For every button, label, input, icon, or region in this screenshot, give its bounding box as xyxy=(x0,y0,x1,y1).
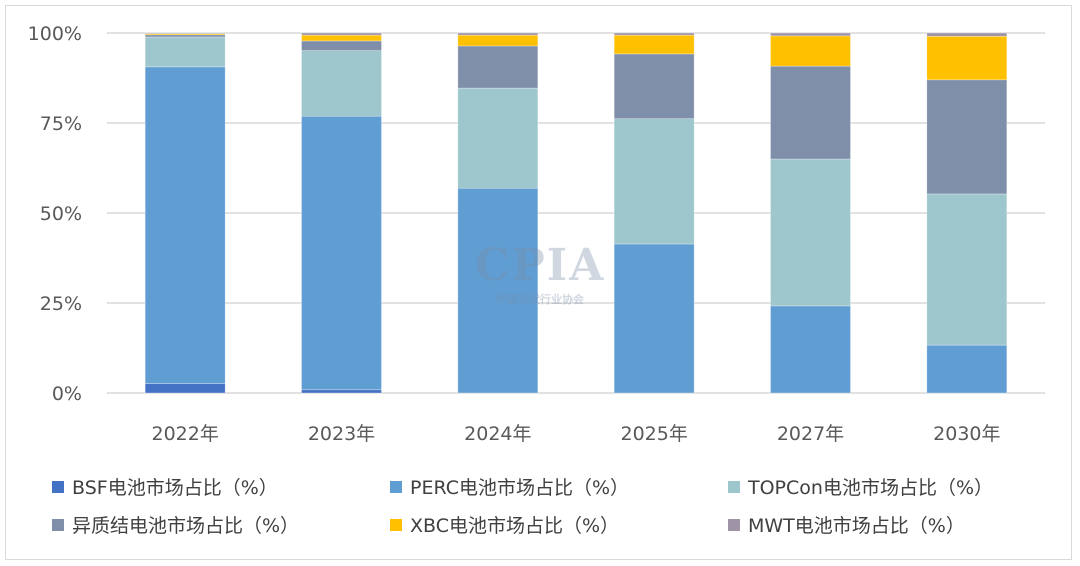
bar-segment xyxy=(144,36,226,68)
bar-segment xyxy=(770,35,851,67)
legend-item: PERC电池市场占比（%） xyxy=(390,473,629,500)
legend-item: TOPCon电池市场占比（%） xyxy=(728,473,993,500)
legend-swatch xyxy=(52,480,64,493)
bar-segment xyxy=(926,344,1008,394)
bar-segment xyxy=(301,389,382,394)
legend-swatch xyxy=(390,480,402,493)
y-tick-label: 50% xyxy=(40,203,82,225)
x-tick-label: 2030年 xyxy=(933,423,1000,445)
bar-segment xyxy=(144,32,226,35)
legend-swatch xyxy=(390,518,402,531)
bar-segment xyxy=(770,305,851,394)
legend-swatch xyxy=(728,480,740,493)
bar-segment xyxy=(301,115,382,391)
bar-segment xyxy=(613,34,695,55)
bar-segment xyxy=(770,65,851,160)
bar-segment xyxy=(770,32,851,37)
y-tick-label: 100% xyxy=(28,23,82,45)
x-tick-label: 2027年 xyxy=(777,423,844,445)
x-tick-label: 2024年 xyxy=(464,423,531,445)
legend-label: BSF电池市场占比（%） xyxy=(72,477,278,499)
bar-segment xyxy=(301,34,382,42)
legend-label: TOPCon电池市场占比（%） xyxy=(748,477,994,499)
bar-segment xyxy=(144,383,226,394)
legend-label: 异质结电池市场占比（%） xyxy=(72,515,300,537)
legend-swatch xyxy=(52,518,64,531)
chart-frame xyxy=(5,5,1072,560)
y-tick-label: 75% xyxy=(40,113,82,135)
bar-segment xyxy=(457,34,539,47)
legend-item: XBC电池市场占比（%） xyxy=(390,511,619,538)
cpia-watermark: CPIA 中国光伏行业协会 xyxy=(474,240,606,306)
bar-segment xyxy=(457,87,539,189)
y-tick-label: 0% xyxy=(52,383,82,405)
bar-segment xyxy=(613,53,695,119)
legend-swatch xyxy=(728,518,740,531)
bar-segment xyxy=(144,66,226,384)
bar-segment xyxy=(457,45,539,89)
y-tick-label: 25% xyxy=(40,293,82,315)
bar-segment xyxy=(301,40,382,51)
bar-segment xyxy=(613,32,695,36)
legend-item: 异质结电池市场占比（%） xyxy=(52,511,299,538)
bar-segment xyxy=(770,158,851,307)
bar-segment xyxy=(457,187,539,394)
bar-segment xyxy=(301,50,382,117)
legend-label: XBC电池市场占比（%） xyxy=(410,515,620,537)
bar-segment xyxy=(926,79,1008,195)
bar-segment xyxy=(457,32,539,36)
bar-segment xyxy=(926,35,1008,81)
bar-segment xyxy=(613,243,695,394)
x-tick-label: 2022年 xyxy=(151,423,218,445)
bar-segment xyxy=(301,32,382,36)
x-tick-label: 2025年 xyxy=(620,423,687,445)
bar-segment xyxy=(613,118,695,245)
legend-item: BSF电池市场占比（%） xyxy=(52,473,278,500)
bar-segment xyxy=(144,34,226,38)
bar-segment xyxy=(926,193,1008,346)
x-tick-label: 2023年 xyxy=(308,423,375,445)
legend-item: MWT电池市场占比（%） xyxy=(728,511,965,538)
bar-segment xyxy=(926,32,1008,37)
legend-label: PERC电池市场占比（%） xyxy=(410,477,630,499)
legend-label: MWT电池市场占比（%） xyxy=(748,515,965,537)
